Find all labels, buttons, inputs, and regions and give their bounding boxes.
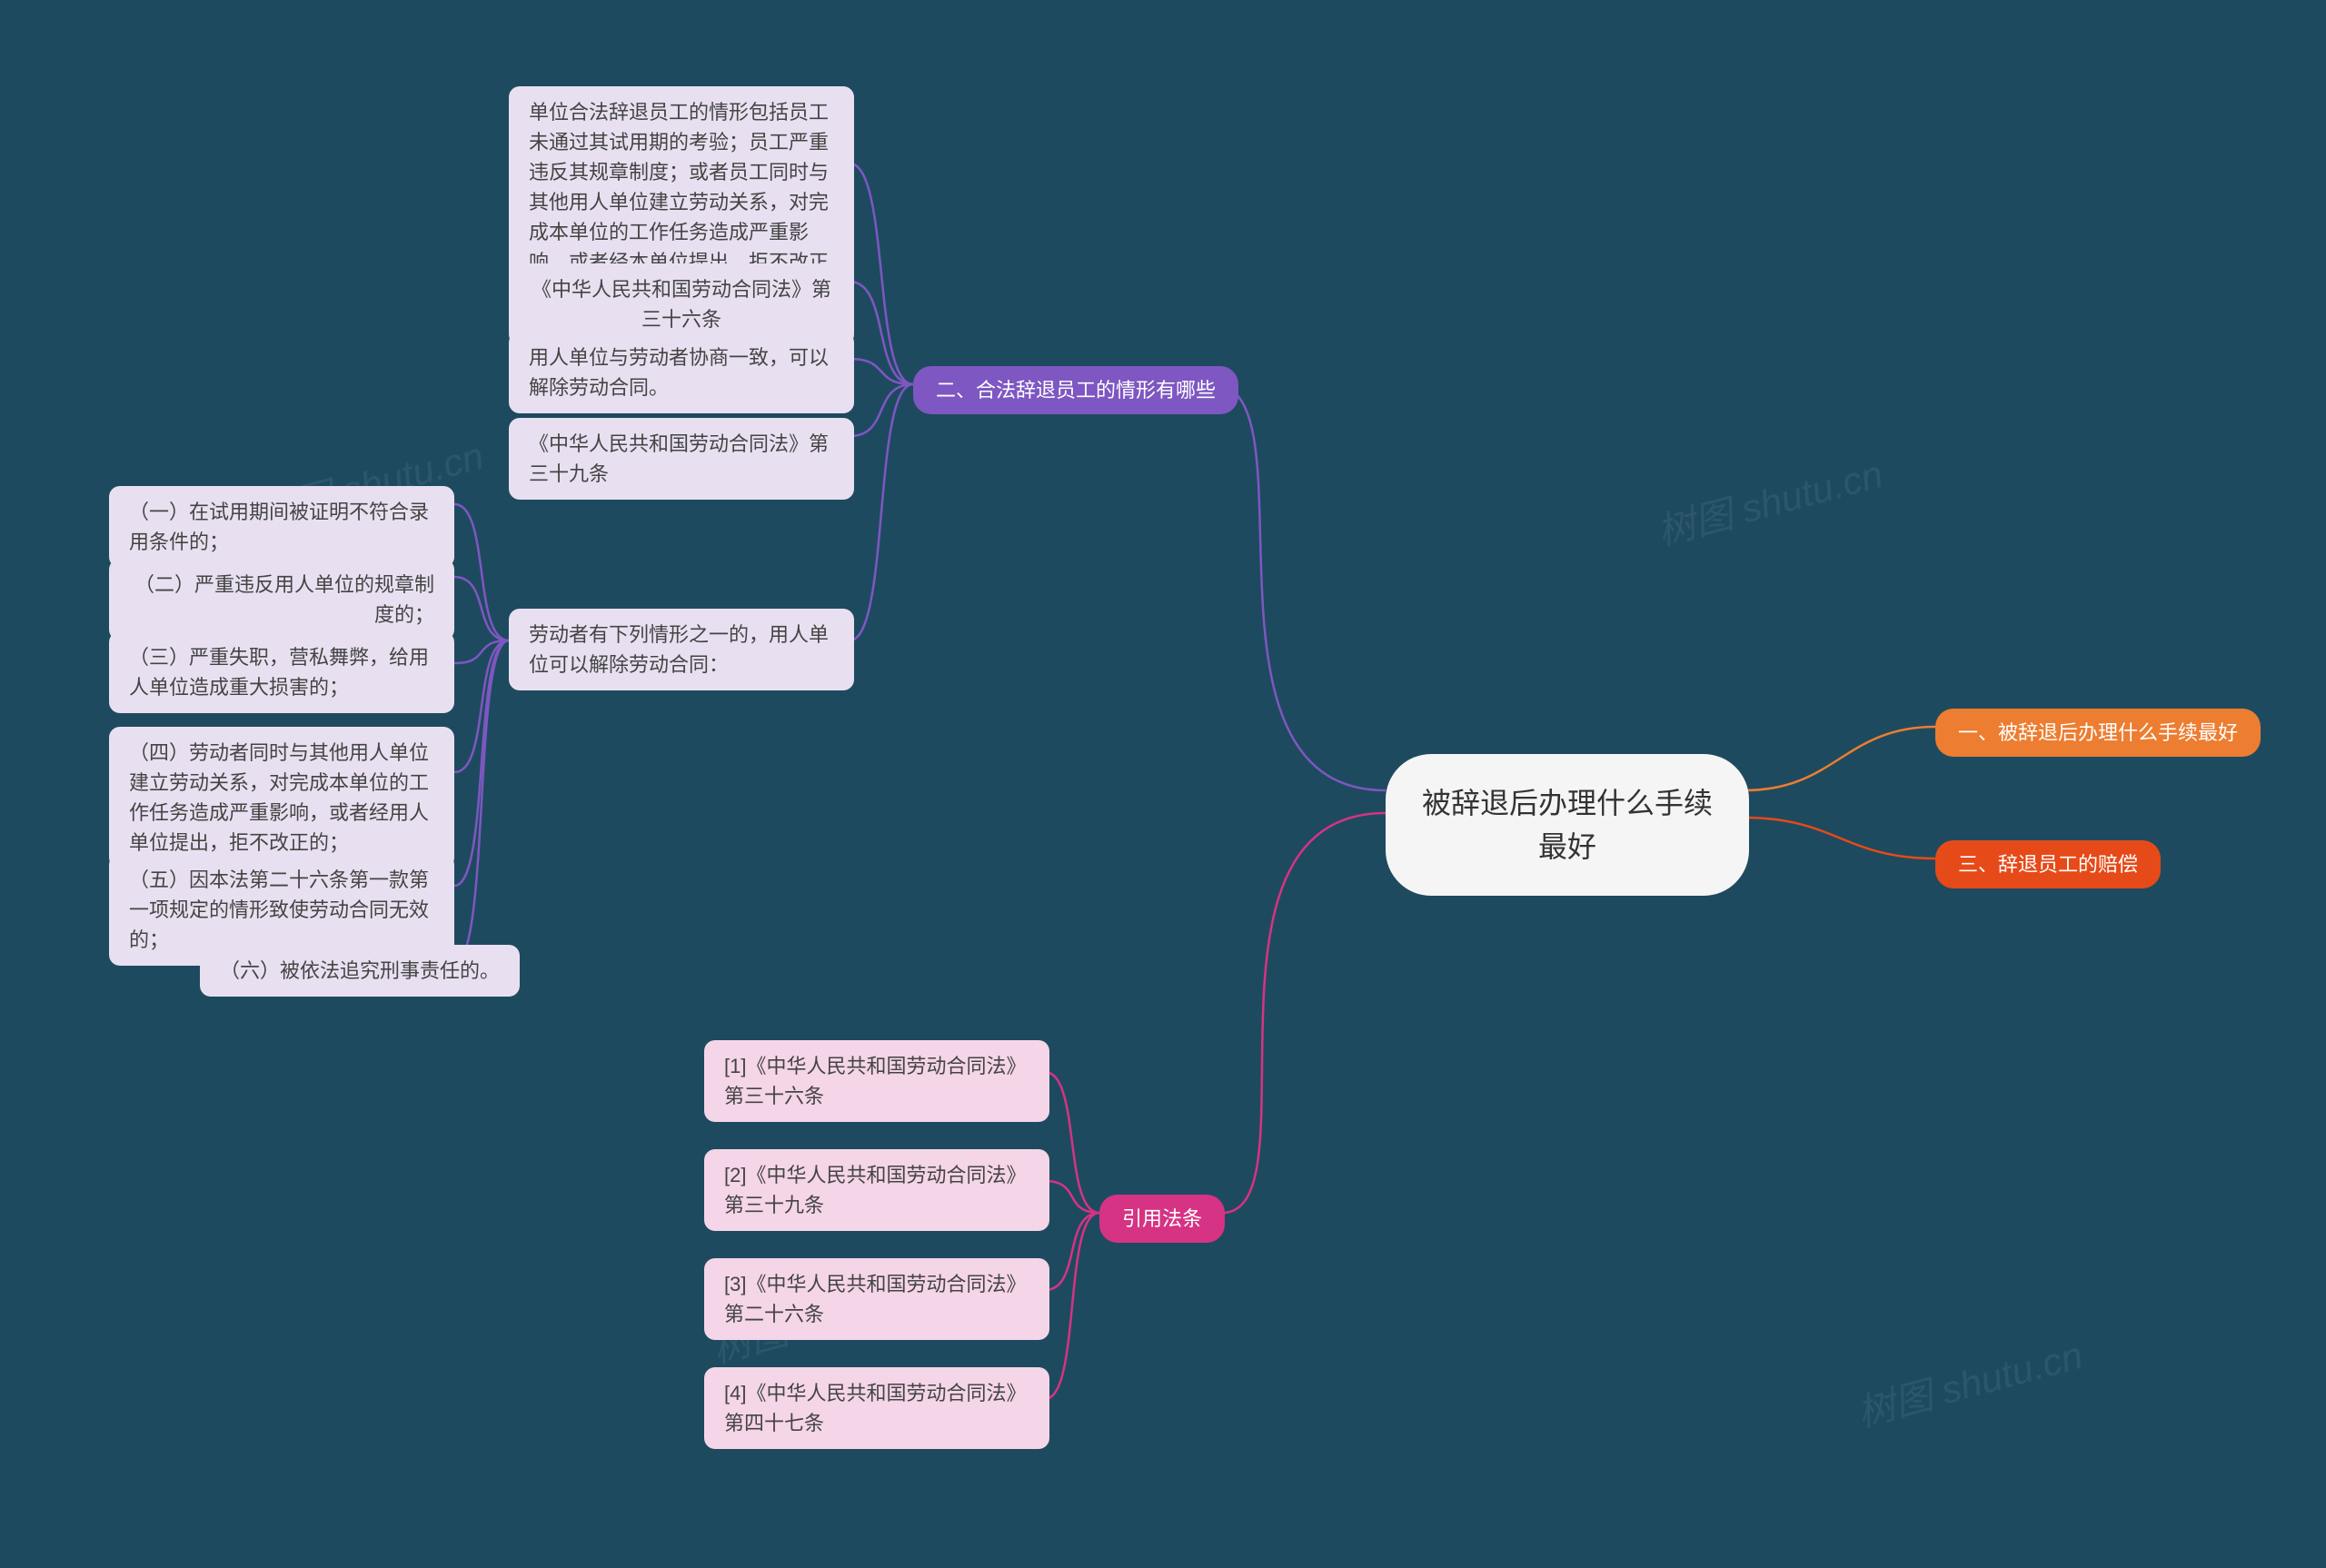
watermark: 树图 shutu.cn bbox=[1850, 1325, 2088, 1438]
branch-2[interactable]: 二、合法辞退员工的情形有哪些 bbox=[913, 366, 1238, 414]
leaf-c5-d2[interactable]: （二）严重违反用人单位的规章制度的； bbox=[109, 559, 454, 640]
leaf-b4-e4[interactable]: [4]《中华人民共和国劳动合同法》 第四十七条 bbox=[704, 1367, 1049, 1449]
leaf-b2-c4[interactable]: 《中华人民共和国劳动合同法》第三十九条 bbox=[509, 418, 854, 500]
branch-1[interactable]: 一、被辞退后办理什么手续最好 bbox=[1935, 709, 2261, 757]
branch-4[interactable]: 引用法条 bbox=[1099, 1195, 1225, 1243]
leaf-c5-d4[interactable]: （四）劳动者同时与其他用人单位建立劳动关系，对完成本单位的工作任务造成严重影响，… bbox=[109, 727, 454, 868]
root-node[interactable]: 被辞退后办理什么手续最好 bbox=[1386, 754, 1749, 896]
leaf-b2-c5[interactable]: 劳动者有下列情形之一的，用人单位可以解除劳动合同： bbox=[509, 609, 854, 690]
branch-3[interactable]: 三、辞退员工的赔偿 bbox=[1935, 840, 2161, 888]
leaf-c5-d1[interactable]: （一）在试用期间被证明不符合录用条件的； bbox=[109, 486, 454, 568]
leaf-b2-c3[interactable]: 用人单位与劳动者协商一致，可以解除劳动合同。 bbox=[509, 332, 854, 413]
leaf-b4-e3[interactable]: [3]《中华人民共和国劳动合同法》 第二十六条 bbox=[704, 1258, 1049, 1340]
leaf-c5-d3[interactable]: （三）严重失职，营私舞弊，给用人单位造成重大损害的； bbox=[109, 631, 454, 713]
watermark: 树图 shutu.cn bbox=[1650, 443, 1888, 557]
leaf-c5-d6[interactable]: （六）被依法追究刑事责任的。 bbox=[200, 945, 520, 997]
leaf-b4-e2[interactable]: [2]《中华人民共和国劳动合同法》 第三十九条 bbox=[704, 1149, 1049, 1231]
leaf-b4-e1[interactable]: [1]《中华人民共和国劳动合同法》 第三十六条 bbox=[704, 1040, 1049, 1122]
